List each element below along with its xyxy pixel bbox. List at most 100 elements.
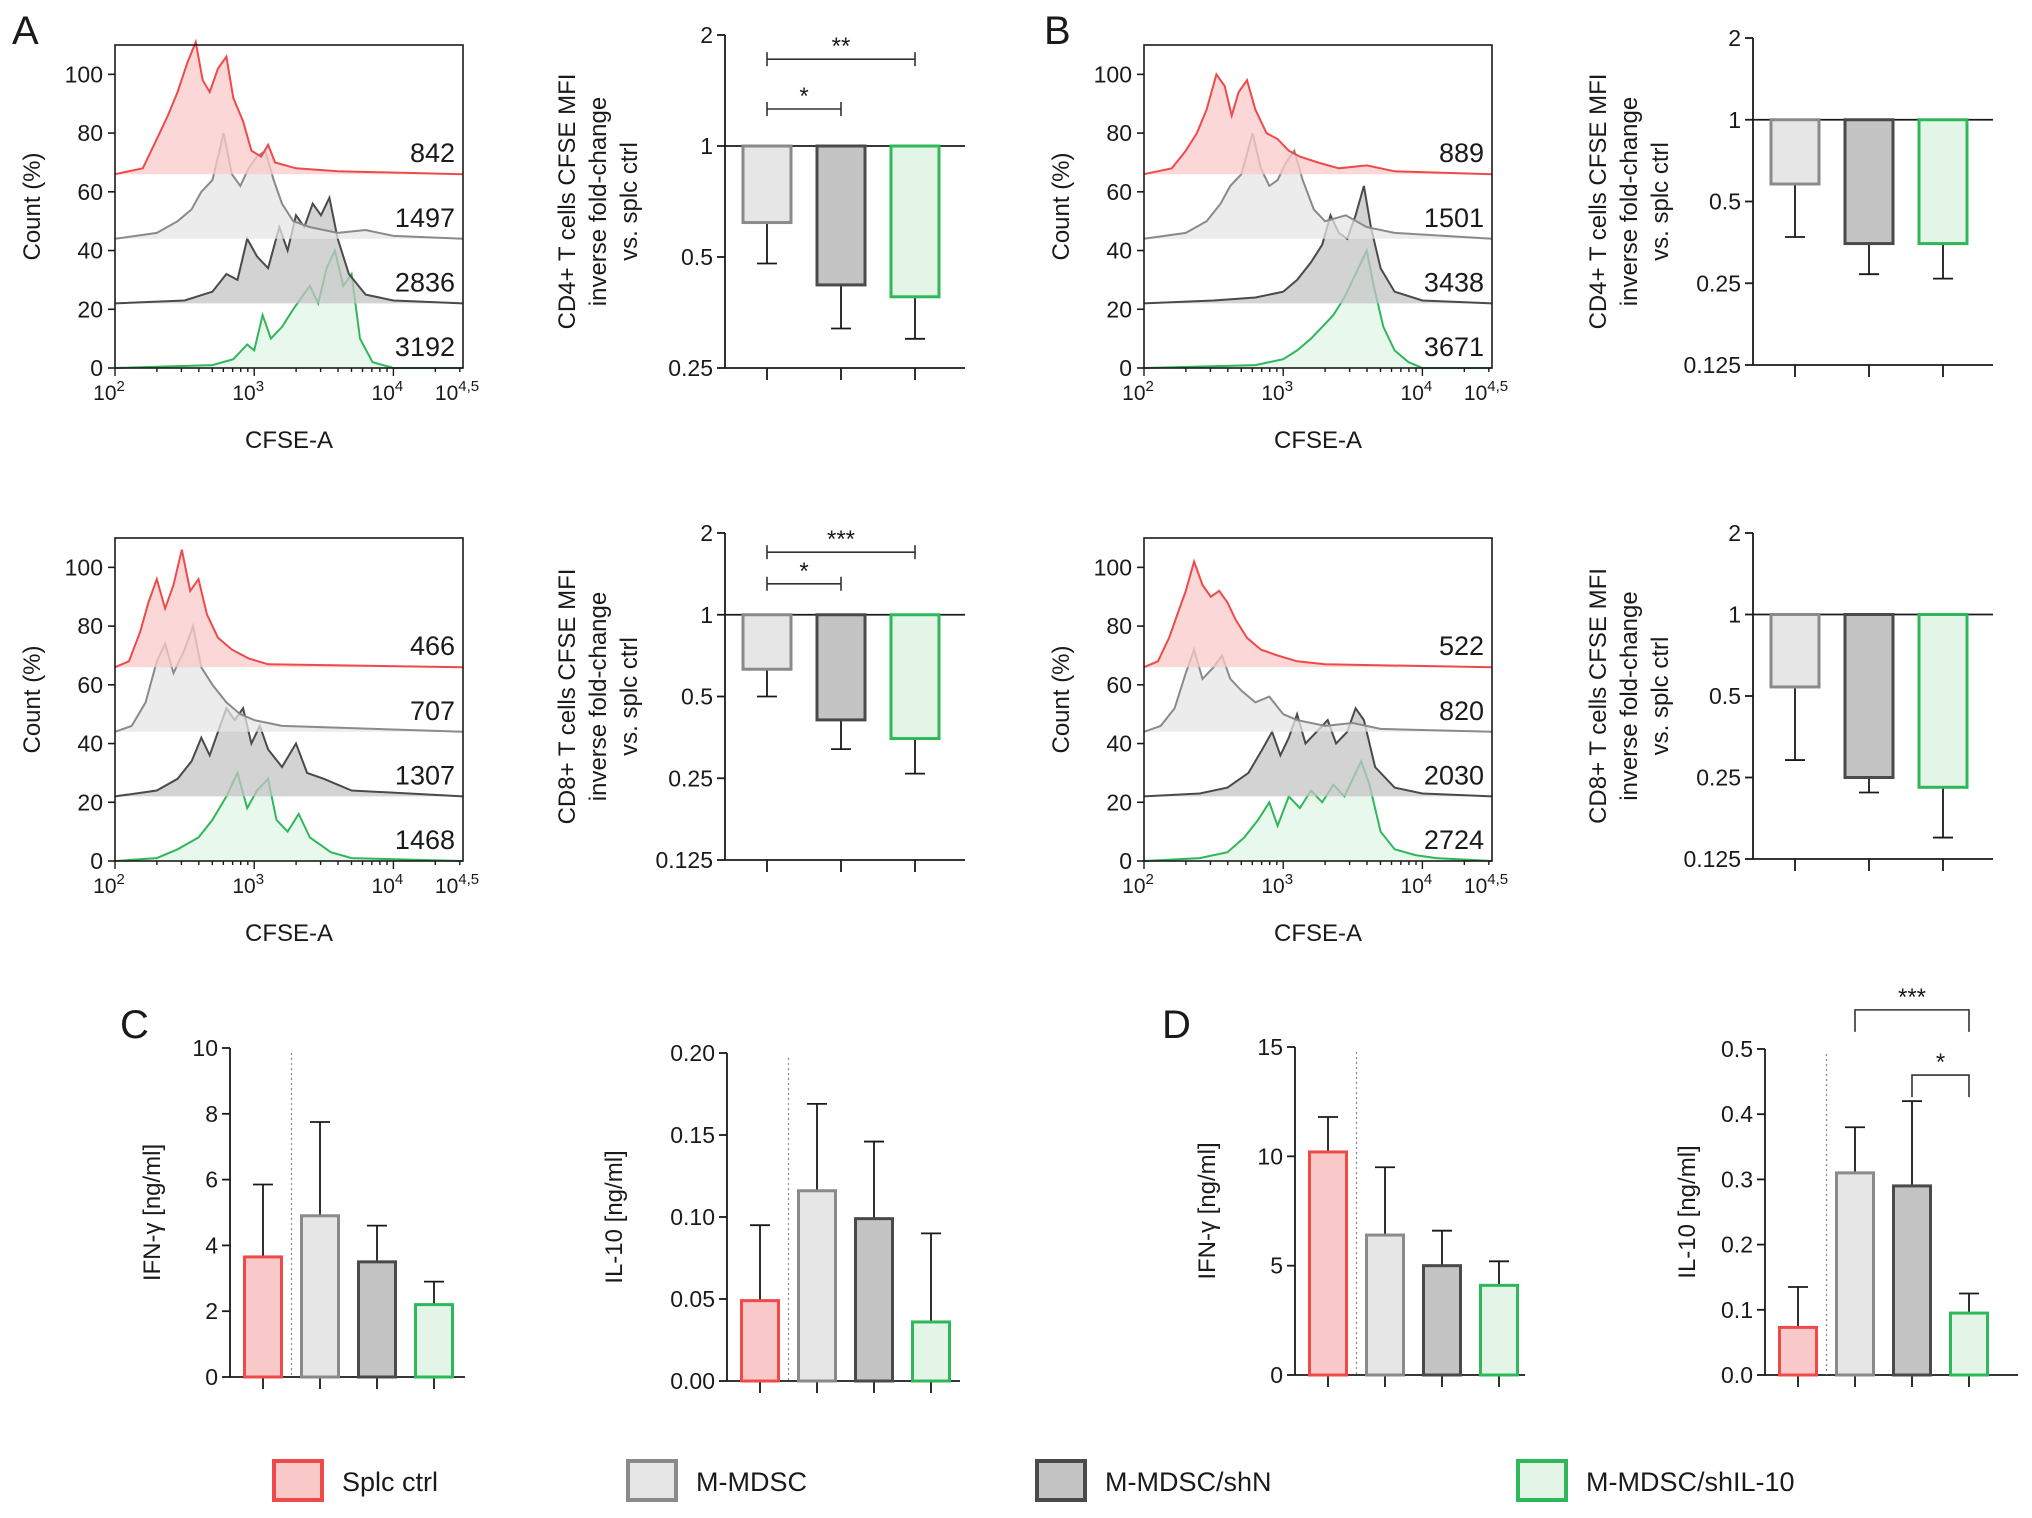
plot-frame <box>114 44 464 369</box>
y-tick-label: 20 <box>1106 789 1132 815</box>
x-tick-label: 102 <box>1122 378 1154 405</box>
bar-shil10 <box>911 1320 951 1383</box>
y-tick-label: 40 <box>1106 731 1132 757</box>
bar-shil10 <box>1479 1283 1519 1377</box>
x-tick-label: 104 <box>1401 378 1433 405</box>
bar-mdsc <box>1365 1233 1405 1377</box>
y-tick-label: 2 <box>700 22 713 48</box>
y-tick-label: 0.5 <box>1709 189 1741 215</box>
y-tick-label: 0.5 <box>681 684 713 710</box>
y-tick-label: 1 <box>700 602 713 628</box>
y-axis-label: IFN-γ [ng/ml] <box>139 1144 166 1281</box>
histogram-trace-mdsc <box>1143 646 1493 733</box>
y-tick-label: 0.125 <box>655 847 713 873</box>
x-tick-label: 103 <box>1261 871 1293 898</box>
histogram-fill-shil10 <box>115 772 463 861</box>
bar-splc <box>1778 1325 1818 1377</box>
mfi-label-splc: 842 <box>410 138 455 168</box>
y-tick-label: 8 <box>205 1101 218 1127</box>
y-tick-label: 0.25 <box>1696 765 1741 791</box>
bar-shn <box>1843 613 1895 779</box>
bar-chart-d-il10: 0.00.10.20.30.40.5****IL-10 [ng/ml] <box>1674 984 2018 1388</box>
legend-swatch-shil10 <box>1516 1459 1568 1502</box>
legend-swatch-mdsc <box>626 1459 678 1502</box>
x-tick-label: 102 <box>93 378 125 405</box>
histogram-fill-splc <box>115 42 463 175</box>
bar-shn <box>815 144 867 287</box>
legend-swatch-splc <box>272 1459 324 1502</box>
x-axis-label: CFSE-A <box>245 427 333 454</box>
y-tick-label: 80 <box>77 120 103 146</box>
y-tick-label: 4 <box>205 1232 218 1258</box>
y-tick-label: 20 <box>77 789 103 815</box>
y-tick-label: 60 <box>1106 179 1132 205</box>
y-tick-label: 20 <box>1106 296 1132 322</box>
x-tick-label: 103 <box>232 871 264 898</box>
y-tick-label: 0.20 <box>670 1040 715 1066</box>
x-tick-label: 104,5 <box>435 871 479 898</box>
y-tick-label: 0.15 <box>670 1122 715 1148</box>
bar-shn <box>815 613 867 722</box>
x-tick-label: 104 <box>372 871 404 898</box>
y-tick-label: 20 <box>77 296 103 322</box>
mfi-label-mdsc: 707 <box>410 696 455 726</box>
bar-mdsc <box>300 1214 340 1379</box>
y-axis-label-line: CD8+ T cells CFSE MFI <box>1585 568 1612 824</box>
y-tick-label: 6 <box>205 1167 218 1193</box>
y-tick-label: 0 <box>1119 848 1132 874</box>
significance-stars: ** <box>832 33 851 60</box>
y-tick-label: 2 <box>1728 520 1741 546</box>
y-tick-label: 1 <box>700 133 713 159</box>
histogram-fill-shn <box>1144 185 1492 304</box>
y-axis-label-line: vs. splc ctrl <box>1647 142 1674 261</box>
y-tick-label: 0.4 <box>1721 1101 1753 1127</box>
histogram-trace-splc <box>114 549 464 669</box>
x-tick-label: 102 <box>93 871 125 898</box>
y-tick-label: 5 <box>1270 1253 1283 1279</box>
mfi-label-shil10: 3671 <box>1424 332 1484 362</box>
y-axis-label-line: vs. splc ctrl <box>1647 637 1674 756</box>
y-axis-label: IL-10 [ng/ml] <box>601 1150 628 1283</box>
bar-shil10 <box>1949 1311 1989 1377</box>
y-tick-label: 0.2 <box>1721 1232 1753 1258</box>
plot-frame <box>114 537 464 862</box>
y-axis-label: Count (%) <box>1048 645 1075 753</box>
histogram-trace-mdsc <box>1143 132 1493 240</box>
x-tick-label: 103 <box>1261 378 1293 405</box>
x-tick-label: 104,5 <box>1464 871 1508 898</box>
mfi-label-mdsc: 820 <box>1439 696 1484 726</box>
x-tick-label: 103 <box>232 378 264 405</box>
bar-chart-d-ifng: 0 5 10 15 IFN-γ [ng/ml] <box>1194 1034 1525 1388</box>
mfi-label-splc: 466 <box>410 631 455 661</box>
bar-splc <box>740 1299 780 1383</box>
legend-label-mdsc: M-MDSC <box>696 1467 807 1497</box>
legend: Splc ctrl M-MDSC M-MDSC/shN M-MDSC/shIL-10 <box>272 1459 1795 1502</box>
histogram-b-cd8: 2724 2030 820 522 0 20 40 60 80 100 102 103 104 104,5… <box>1048 537 1508 947</box>
y-tick-label: 0.5 <box>1721 1036 1753 1062</box>
bar-shn <box>357 1260 397 1379</box>
significance-stars: * <box>799 558 808 585</box>
histogram-fill-shil10 <box>1144 761 1492 861</box>
bar-mdsc <box>741 144 793 225</box>
bar-splc <box>1308 1150 1348 1377</box>
histogram-trace-splc <box>1143 558 1493 669</box>
bar-mdsc <box>741 613 793 671</box>
bar-chart-c-il10: 0.00 0.05 0.10 0.15 0.20 IL-10 [ng/ml] <box>601 1040 960 1394</box>
y-tick-label: 0.125 <box>1683 846 1741 872</box>
y-tick-label: 0 <box>1270 1362 1283 1388</box>
y-tick-label: 80 <box>1106 613 1132 639</box>
bar-mdsc <box>1835 1171 1875 1377</box>
x-tick-label: 104,5 <box>435 378 479 405</box>
x-axis-label: CFSE-A <box>1274 427 1362 454</box>
panel-label-b: B <box>1044 9 1071 53</box>
histogram-b-cd4: 3671 3438 1501 889 0 20 40 60 80 100 102 103 104 104,… <box>1048 44 1508 454</box>
bar-shil10 <box>414 1303 454 1379</box>
x-axis-label: CFSE-A <box>1274 920 1362 947</box>
x-tick-label: 104 <box>1401 871 1433 898</box>
y-tick-label: 0.00 <box>670 1368 715 1394</box>
bar-shil10 <box>1917 613 1969 789</box>
plot-frame <box>1143 537 1493 862</box>
y-tick-label: 2 <box>205 1298 218 1324</box>
y-tick-label: 0 <box>1119 355 1132 381</box>
